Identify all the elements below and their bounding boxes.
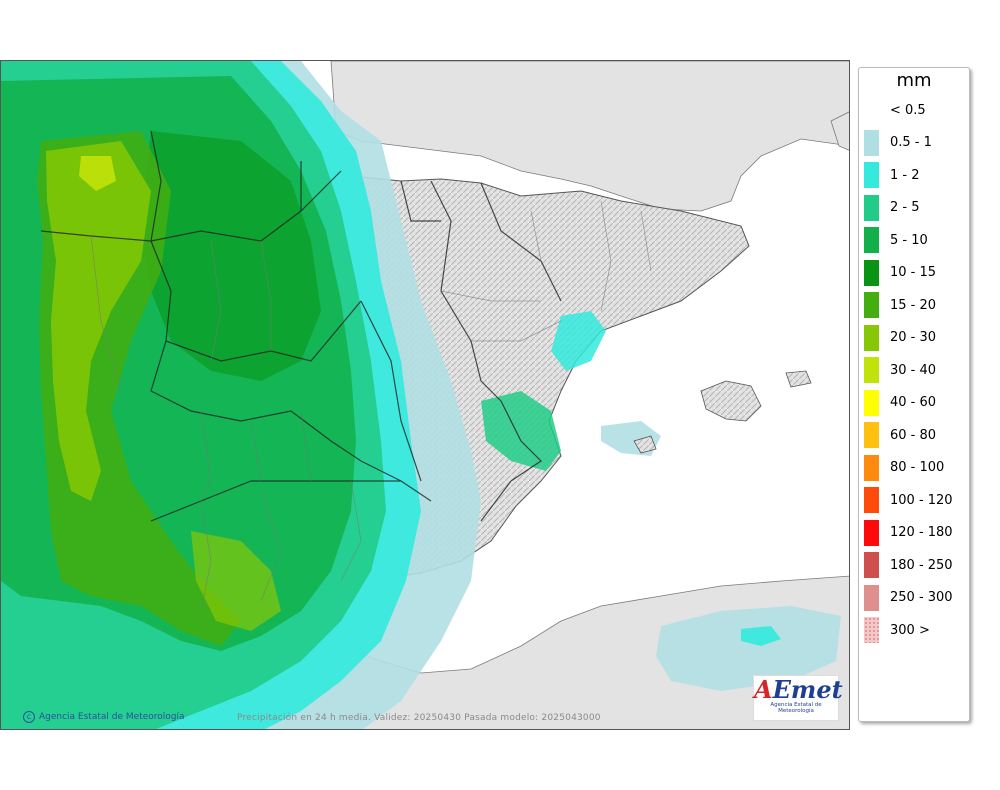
legend-swatch	[864, 422, 879, 448]
legend-swatch	[864, 519, 879, 546]
province-borders	[90, 200, 652, 612]
legend-item: 30 - 40	[864, 357, 936, 383]
legend-item: 60 - 80	[864, 422, 936, 448]
agency-credit: c Agencia Estatal de Meteorología	[23, 711, 185, 723]
legend-item: 10 - 15	[864, 259, 937, 286]
legend-swatch	[864, 617, 879, 643]
precip-band-catalonia	[551, 311, 606, 371]
legend-swatch	[864, 292, 879, 318]
legend-swatch	[864, 227, 879, 253]
legend-unit: mm	[896, 70, 932, 91]
legend-swatch	[864, 162, 879, 188]
france-land	[330, 61, 849, 212]
ibiza-land	[633, 435, 657, 454]
legend-item: 300 >	[864, 617, 930, 643]
legend-label: 10 - 15	[890, 265, 937, 280]
legend-label: 250 - 300	[890, 590, 953, 605]
legend-label: 80 - 100	[890, 460, 945, 475]
precip-band-20-30	[46, 141, 151, 501]
credit-text: Agencia Estatal de Meteorología	[39, 712, 185, 722]
legend-label: 100 - 120	[890, 492, 953, 508]
legend-label: 0.5 - 1	[890, 135, 932, 150]
legend-item: 40 - 60	[864, 389, 937, 416]
legend-label: 2 - 5	[890, 200, 920, 215]
legend-swatch	[864, 389, 879, 416]
legend-item: 1 - 2	[864, 162, 920, 188]
region-borders	[40, 130, 562, 522]
legend-item: 250 - 300	[864, 584, 953, 611]
legend-swatch	[864, 97, 879, 123]
map-canvas	[1, 61, 849, 729]
aemet-logo: AEmet Agencia Estatal de Meteorología	[753, 675, 843, 721]
legend-item: 100 - 120	[864, 487, 953, 513]
legend-item: < 0.5	[864, 97, 926, 123]
legend-item: 80 - 100	[864, 454, 945, 481]
legend-swatch	[864, 454, 879, 481]
legend-swatch	[864, 552, 879, 578]
legend-label: 300 >	[890, 622, 930, 638]
legend-swatch	[864, 259, 879, 286]
legend-swatch	[864, 357, 879, 383]
validity-text: Precipitación en 24 h media. Validez: 20…	[237, 713, 601, 723]
legend-item: 2 - 5	[864, 194, 920, 221]
legend-panel: mm < 0.5 0.5 - 1 1 - 2 2 - 5 5 - 10 10 - 15 15…	[858, 67, 970, 722]
copyright-icon: c	[23, 711, 35, 723]
legend-swatch	[864, 194, 879, 221]
precip-band-valencia	[481, 391, 561, 471]
logo-mark: AEmet	[754, 675, 843, 704]
legend-label: < 0.5	[890, 102, 926, 118]
legend-item: 180 - 250	[864, 552, 953, 578]
legend-swatch	[864, 487, 879, 513]
legend-item: 5 - 10	[864, 227, 928, 253]
menorca-land	[785, 370, 812, 388]
precip-band-30-40	[79, 156, 116, 191]
precip-band-20-30-south	[191, 531, 281, 631]
precipitation-map[interactable]: c Agencia Estatal de Meteorología Precip…	[0, 60, 850, 730]
legend-label: 5 - 10	[890, 232, 928, 248]
legend-label: 20 - 30	[890, 330, 937, 345]
legend-swatch	[864, 129, 879, 156]
legend-item: 0.5 - 1	[864, 129, 932, 156]
legend-label: 30 - 40	[890, 362, 937, 378]
sea-precip-africa-core	[741, 626, 781, 646]
legend-label: 60 - 80	[890, 427, 937, 443]
legend-swatch	[864, 324, 879, 351]
legend-label: 1 - 2	[890, 167, 920, 183]
precip-band-10-15	[141, 131, 321, 381]
legend-label: 120 - 180	[890, 525, 953, 540]
legend-label: 180 - 250	[890, 557, 953, 573]
legend-label: 40 - 60	[890, 395, 937, 410]
logo-subtitle: Agencia Estatal de Meteorología	[770, 702, 822, 714]
sea-precip-africa	[656, 606, 841, 691]
sardinia-land	[830, 111, 849, 151]
legend-item: 15 - 20	[864, 292, 936, 318]
mallorca-land	[700, 380, 762, 422]
legend-item: 20 - 30	[864, 324, 937, 351]
legend-item: 120 - 180	[864, 519, 953, 546]
legend-swatch	[864, 584, 879, 611]
legend-label: 15 - 20	[890, 297, 937, 313]
